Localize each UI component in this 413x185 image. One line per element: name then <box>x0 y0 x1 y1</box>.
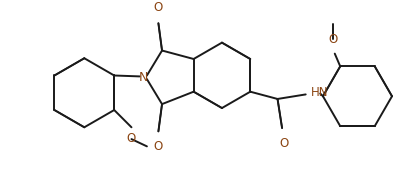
Text: O: O <box>154 140 163 153</box>
Text: O: O <box>279 137 289 150</box>
Text: HN: HN <box>311 86 329 99</box>
Text: O: O <box>328 33 337 46</box>
Text: O: O <box>127 132 136 145</box>
Text: N: N <box>139 71 148 84</box>
Text: O: O <box>154 1 163 14</box>
